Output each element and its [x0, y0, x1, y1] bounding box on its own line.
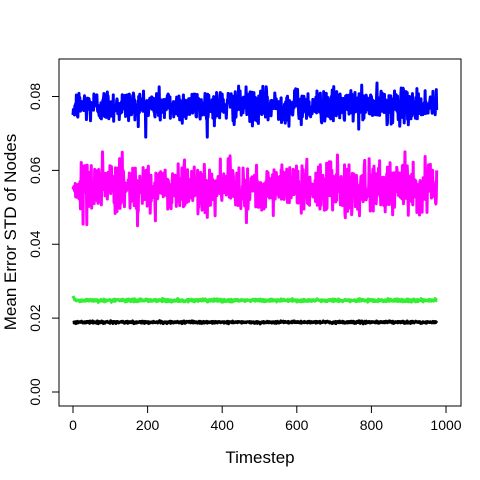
series-magenta — [71, 150, 439, 228]
x-tick-label: 800 — [360, 417, 384, 433]
x-tick-label: 400 — [211, 417, 235, 433]
y-axis-title: Mean Error STD of Nodes — [1, 134, 20, 331]
series-blue — [71, 81, 439, 139]
x-tick-label: 600 — [285, 417, 309, 433]
y-tick-label: 0.02 — [27, 304, 43, 331]
y-tick-label: 0.00 — [27, 378, 43, 405]
x-tick-label: 1000 — [430, 417, 461, 433]
y-axis: 0.00 0.02 0.04 0.06 0.08 — [27, 83, 60, 406]
series-black — [71, 319, 439, 326]
y-tick-label: 0.08 — [27, 83, 43, 110]
series-green — [71, 295, 438, 304]
x-axis: 0 200 400 600 800 1000 — [69, 405, 462, 433]
x-tick-label: 0 — [69, 417, 77, 433]
series-layer — [71, 81, 439, 326]
x-tick-label: 200 — [136, 417, 160, 433]
y-tick-label: 0.04 — [27, 230, 43, 257]
y-tick-label: 0.06 — [27, 157, 43, 184]
x-axis-title: Timestep — [225, 448, 294, 467]
